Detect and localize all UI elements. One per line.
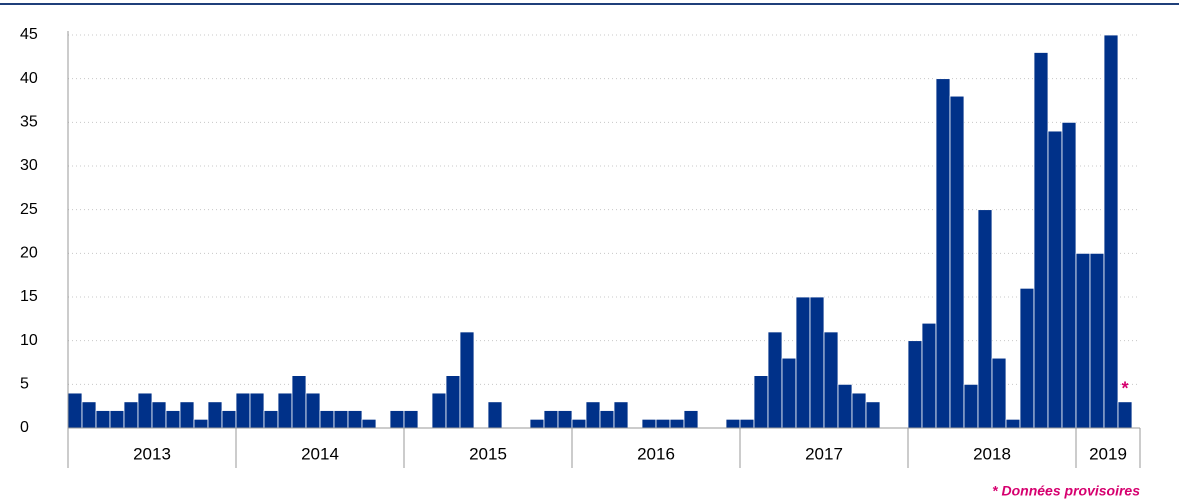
bar (641, 418, 657, 429)
bar (599, 410, 615, 429)
y-tick-label: 25 (20, 201, 38, 218)
bar (1075, 252, 1091, 429)
bar (907, 340, 923, 429)
y-tick-label: 15 (20, 288, 38, 305)
bar (333, 410, 349, 429)
bar (249, 392, 265, 429)
bar (669, 418, 685, 429)
bar (347, 410, 363, 429)
bar (179, 401, 195, 429)
bar (557, 410, 573, 429)
x-group-label: 2017 (805, 444, 843, 463)
x-group-label: 2018 (973, 444, 1011, 463)
bar (193, 418, 209, 429)
y-tick-label: 40 (20, 70, 38, 87)
x-group-label: 2013 (133, 444, 171, 463)
bar (389, 410, 405, 429)
bar (823, 331, 839, 429)
bar (529, 418, 545, 429)
bar (291, 375, 307, 429)
bar (431, 392, 447, 429)
bar (753, 375, 769, 429)
bar (809, 296, 825, 429)
bar (305, 392, 321, 429)
bar (1061, 121, 1077, 429)
bar (767, 331, 783, 429)
bar (795, 296, 811, 429)
bar (865, 401, 881, 429)
bar (1117, 401, 1133, 429)
bar (1047, 130, 1063, 429)
bar (977, 209, 993, 429)
y-tick-label: 20 (20, 245, 38, 262)
bar (991, 357, 1007, 429)
bar (445, 375, 461, 429)
bar (165, 410, 181, 429)
bar (487, 401, 503, 429)
bar (221, 410, 237, 429)
bar (949, 95, 965, 429)
bar (109, 410, 125, 429)
bar (123, 401, 139, 429)
y-tick-label: 35 (20, 114, 38, 131)
x-group-label: 2019 (1089, 444, 1127, 463)
bar (1033, 52, 1049, 429)
footnote: * Données provisoires (992, 483, 1140, 499)
y-tick-label: 30 (20, 157, 38, 174)
bar (571, 418, 587, 429)
x-group-label: 2014 (301, 444, 339, 463)
bar (403, 410, 419, 429)
y-tick-label: 45 (20, 26, 38, 43)
bar (851, 392, 867, 429)
bar (935, 78, 951, 429)
y-tick-label: 10 (20, 332, 38, 349)
bar (543, 410, 559, 429)
x-group-label: 2016 (637, 444, 675, 463)
bar (725, 418, 741, 429)
bar (613, 401, 629, 429)
annotation: * (1121, 379, 1128, 399)
y-tick-label: 5 (20, 376, 29, 393)
y-tick-label: 0 (20, 419, 29, 436)
bar (781, 357, 797, 429)
bar (1089, 252, 1105, 429)
bar (207, 401, 223, 429)
bar (739, 418, 755, 429)
bar (459, 331, 475, 429)
bar (1005, 418, 1021, 429)
bar (585, 401, 601, 429)
bar (655, 418, 671, 429)
bar (95, 410, 111, 429)
bar (921, 322, 937, 429)
bar (683, 410, 699, 429)
bar (319, 410, 335, 429)
bar (67, 392, 83, 429)
bar (137, 392, 153, 429)
bar (837, 383, 853, 429)
bar (263, 410, 279, 429)
bar (963, 383, 979, 429)
x-group-label: 2015 (469, 444, 507, 463)
bar (277, 392, 293, 429)
bar (1019, 287, 1035, 429)
bar (235, 392, 251, 429)
bar (1103, 34, 1119, 429)
bar (151, 401, 167, 429)
bar (361, 418, 377, 429)
bar (81, 401, 97, 429)
